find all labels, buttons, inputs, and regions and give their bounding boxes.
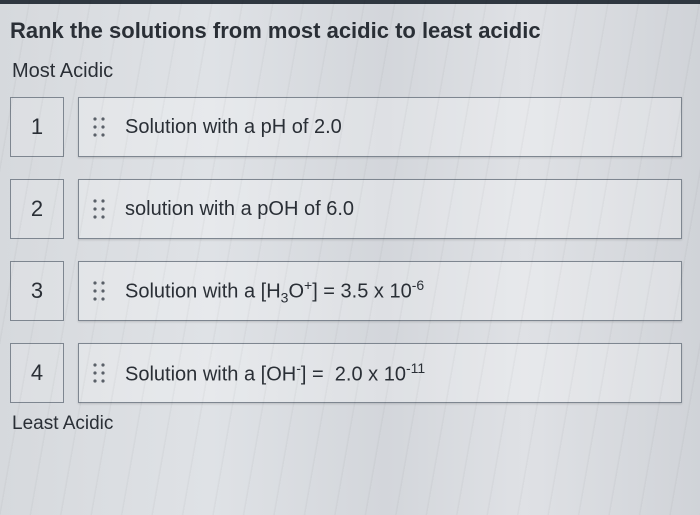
item-label: Solution with a [H3O+] = 3.5 x 10-6 — [125, 277, 424, 306]
question-text: Rank the solutions from most acidic to l… — [10, 18, 682, 44]
ranking-row: 4 Solution with a [OH-] = 2.0 x 10-11 — [10, 343, 682, 403]
ranking-row: 1 Solution with a pH of 2.0 — [10, 97, 682, 157]
drag-handle-icon[interactable] — [87, 362, 111, 384]
rank-number-box: 1 — [10, 97, 64, 157]
drag-handle-icon[interactable] — [87, 116, 111, 138]
ranking-row: 2 solution with a pOH of 6.0 — [10, 179, 682, 239]
item-label: solution with a pOH of 6.0 — [125, 198, 354, 221]
window-top-border — [0, 0, 700, 4]
rank-number-box: 2 — [10, 179, 64, 239]
rank-number: 2 — [31, 196, 43, 222]
ranking-item[interactable]: Solution with a [OH-] = 2.0 x 10-11 — [78, 343, 682, 403]
item-label: Solution with a [OH-] = 2.0 x 10-11 — [125, 360, 425, 387]
ranking-list: 1 Solution with a pH of 2.0 2 — [10, 97, 682, 403]
least-acidic-label: Least Acidic — [12, 413, 682, 435]
drag-handle-icon[interactable] — [87, 280, 111, 302]
drag-handle-icon[interactable] — [87, 198, 111, 220]
ranking-row: 3 Solution with a [H3O+] = 3.5 x 10-6 — [10, 261, 682, 321]
ranking-item[interactable]: solution with a pOH of 6.0 — [78, 179, 682, 239]
ranking-item[interactable]: Solution with a [H3O+] = 3.5 x 10-6 — [78, 261, 682, 321]
rank-number: 4 — [31, 360, 43, 386]
ranking-item[interactable]: Solution with a pH of 2.0 — [78, 97, 682, 157]
quiz-screen: Rank the solutions from most acidic to l… — [0, 0, 700, 515]
rank-number-box: 3 — [10, 261, 64, 321]
rank-number: 3 — [31, 278, 43, 304]
most-acidic-label: Most Acidic — [12, 60, 682, 83]
item-label: Solution with a pH of 2.0 — [125, 116, 342, 139]
rank-number-box: 4 — [10, 343, 64, 403]
rank-number: 1 — [31, 114, 43, 140]
